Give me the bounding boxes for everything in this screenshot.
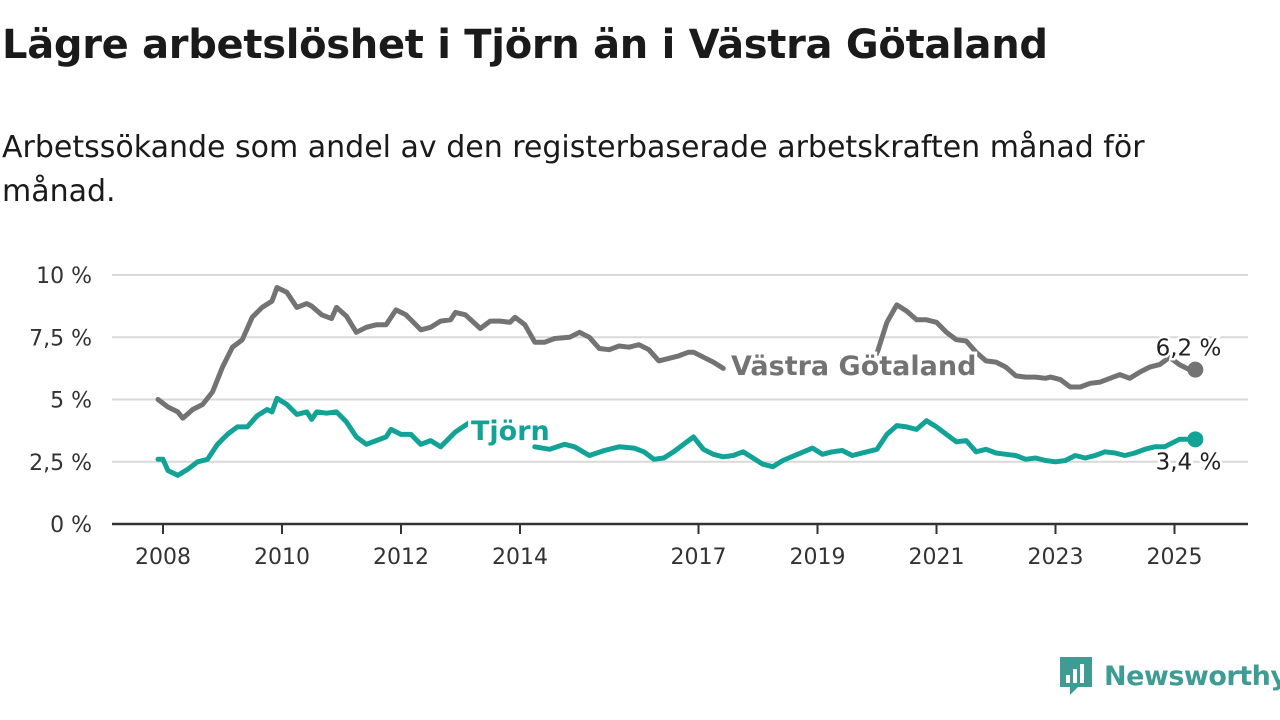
series-end-marker-local bbox=[1187, 431, 1204, 448]
series-end-marker-regional bbox=[1187, 361, 1204, 378]
x-tick-label: 2012 bbox=[373, 545, 429, 570]
x-tick-label: 2014 bbox=[492, 545, 548, 570]
x-tick-label: 2010 bbox=[254, 545, 310, 570]
x-tick-label: 2019 bbox=[790, 545, 846, 570]
grid-lines bbox=[112, 274, 1248, 463]
y-axis-tick-labels: 0 % 2,5 % 5 % 7,5 % 10 % bbox=[29, 264, 92, 538]
x-tick-label: 2025 bbox=[1147, 545, 1203, 570]
y-tick-label: 2,5 % bbox=[29, 451, 92, 476]
x-tick-label: 2008 bbox=[135, 545, 191, 570]
y-tick-label: 0 % bbox=[50, 513, 92, 538]
end-value-label-local: 3,4 % bbox=[1156, 449, 1222, 475]
series-labels: Västra Götaland 6,2 % Tjörn 3,4 % bbox=[468, 333, 1224, 478]
chart-title: Lägre arbetslöshet i Tjörn än i Västra G… bbox=[2, 22, 1048, 68]
y-tick-label: 7,5 % bbox=[29, 326, 92, 351]
x-axis: 2008 2010 2012 2014 2017 2019 2021 2023 2025 bbox=[112, 522, 1248, 570]
newsworthy-logo-icon bbox=[1060, 657, 1092, 695]
series-line-regional bbox=[155, 285, 1192, 421]
series-label-local: Tjörn bbox=[471, 416, 550, 447]
brand-name: Newsworthy bbox=[1104, 660, 1280, 692]
newsworthy-logo: Newsworthy bbox=[1058, 654, 1280, 698]
x-tick-label: 2021 bbox=[909, 545, 965, 570]
x-tick-label: 2017 bbox=[671, 545, 727, 570]
x-tick-label: 2023 bbox=[1028, 545, 1084, 570]
series-lines bbox=[155, 285, 1204, 478]
y-tick-label: 5 % bbox=[50, 389, 92, 414]
series-line-local bbox=[155, 395, 1192, 478]
series-label-regional: Västra Götaland bbox=[731, 351, 976, 382]
chart-subtitle: Arbetssökande som andel av den registerb… bbox=[2, 130, 1145, 209]
y-tick-label: 10 % bbox=[36, 264, 92, 289]
end-value-label-regional: 6,2 % bbox=[1156, 336, 1222, 362]
